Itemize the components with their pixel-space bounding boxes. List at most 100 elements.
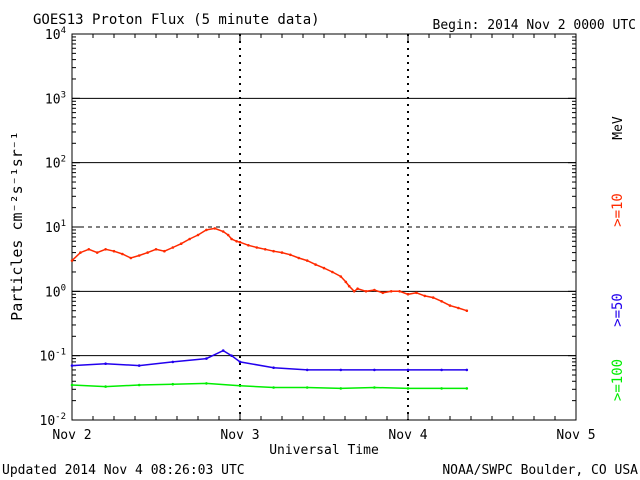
data-point [457,306,460,310]
data-point [112,249,116,253]
data-point [137,383,141,387]
data-point [352,290,356,293]
data-point [238,240,242,244]
data-point [221,349,225,352]
data-point [398,290,401,293]
data-point [297,256,301,260]
data-point [188,237,191,241]
data-point [129,256,133,260]
x-tick-labels: Nov 2 Nov 3 Nov 4 Nov 5 [52,428,595,443]
data-point [70,383,74,387]
data-point [305,386,309,389]
y-tick-label: 100 [45,283,66,300]
grid-lines [72,34,576,420]
data-point [465,368,469,372]
data-point [213,227,217,230]
data-point [221,230,225,233]
data-point [104,362,107,366]
x-tick-label: Nov 2 [52,428,91,443]
data-point [356,287,359,291]
data-point [235,240,238,243]
data-point [196,233,200,237]
data-point [179,242,183,245]
data-point [70,259,74,262]
data-point [171,382,175,386]
data-point [314,263,317,266]
data-point [406,293,410,296]
data-point [247,244,250,247]
x-tick-label: Nov 3 [220,428,259,443]
data-point [137,364,141,367]
data-point [238,384,242,388]
data-point [205,228,208,232]
data-point [154,248,158,251]
updated-timestamp: Updated 2014 Nov 4 08:26:03 UTC [2,463,245,478]
data-point [373,288,376,292]
y-tick-label: 104 [45,26,66,43]
data-point [373,368,376,372]
axis-ticks [71,33,577,421]
data-point [347,284,351,288]
data-point [305,259,309,262]
data-point [272,386,275,389]
data-point [373,386,376,389]
data-point [465,387,469,390]
data-point [87,248,91,251]
data-point [230,354,233,358]
data-point [226,233,230,237]
data-point [289,253,292,257]
data-point [465,309,469,313]
data-point [344,280,348,284]
data-point [364,290,368,293]
data-point [238,360,242,364]
data-point [263,248,267,251]
data-point [121,252,124,256]
data-point [381,291,385,295]
data-point [423,294,427,298]
y-tick-label: 102 [45,155,66,172]
data-point [331,270,334,274]
x-axis-label: Universal Time [269,443,379,458]
legend-unit-label: MeV [611,116,626,140]
data-point [70,364,74,367]
data-point [163,249,166,253]
legend-entry: >=50 [610,293,626,327]
data-point [205,357,208,360]
data-point [339,387,343,390]
legend: >=10 >=50 >=100 MeV [610,116,626,401]
x-tick-label: Nov 5 [556,428,595,443]
legend-entry: >=10 [610,193,626,227]
data-point [448,304,452,307]
data-point [406,387,410,390]
data-point [171,360,175,364]
data-point [205,382,208,385]
series-layer [70,227,469,390]
y-tick-label: 101 [45,219,66,236]
source-credit: NOAA/SWPC Boulder, CO USA [442,463,638,478]
data-point [146,251,149,254]
data-point [171,246,175,249]
y-tick-label: 10-2 [40,412,67,429]
series-line [71,349,467,371]
data-point [339,275,343,278]
data-point [272,249,275,253]
y-tick-labels: 104 103 102 101 100 10-1 10-2 [40,26,67,429]
data-point [406,368,410,372]
data-point [280,251,284,254]
data-point [272,366,275,370]
data-point [431,296,435,299]
data-point [389,290,393,293]
data-point [137,254,141,257]
series-line [71,227,468,312]
data-point [440,387,443,390]
data-point [440,300,443,303]
data-point [95,251,99,254]
data-point [339,368,343,372]
x-tick-label: Nov 4 [388,428,427,443]
data-point [79,251,82,254]
data-point [322,266,326,270]
data-point [104,385,107,388]
data-point [305,368,309,372]
begin-label: Begin: 2014 Nov 2 0000 UTC [433,18,637,33]
